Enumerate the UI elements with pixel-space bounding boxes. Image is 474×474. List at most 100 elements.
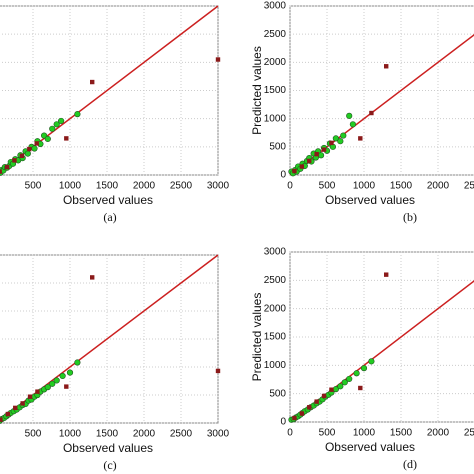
point — [369, 110, 374, 116]
x-tick-label: 2500 — [170, 429, 193, 440]
point — [321, 147, 327, 152]
x-tick-label: 1500 — [96, 429, 119, 440]
caption: (a) — [103, 210, 116, 224]
point — [59, 372, 66, 380]
point — [384, 272, 389, 277]
x-tick-label: 1000 — [353, 181, 376, 192]
point — [27, 146, 32, 152]
point — [215, 368, 221, 374]
x-tick-label: 0 — [287, 181, 293, 192]
point — [90, 275, 95, 280]
point — [321, 393, 327, 399]
point — [27, 394, 33, 399]
point — [20, 401, 25, 406]
point — [384, 64, 389, 69]
diagonal — [289, 33, 474, 176]
x-tick-label: 2000 — [133, 429, 156, 440]
x-tick-label: 1000 — [59, 429, 82, 440]
x-tick-label: 500 — [25, 429, 42, 440]
x-tick-label: 2000 — [133, 181, 156, 192]
x-tick-label: 2500 — [170, 181, 193, 192]
point — [341, 379, 348, 386]
point — [329, 140, 334, 146]
point — [64, 136, 69, 141]
point — [58, 117, 65, 125]
point — [368, 358, 375, 365]
x-tick-label: 1500 — [390, 181, 413, 192]
x-tick-label: 1000 — [59, 181, 82, 192]
point — [314, 399, 319, 404]
x-tick-label: 1500 — [390, 428, 413, 439]
point — [346, 375, 353, 383]
y-tick-label: 500 — [269, 141, 286, 152]
x-tick-label: 0 — [287, 428, 293, 439]
point — [49, 125, 56, 132]
point — [66, 369, 74, 376]
x-tick-label: 2500 — [464, 428, 474, 439]
y-tick-label: 500 — [269, 388, 286, 399]
point — [44, 135, 51, 143]
point — [0, 169, 2, 174]
y-tick-label: 0 — [280, 170, 286, 181]
point — [337, 138, 344, 145]
y-axis-label: Predicted values — [250, 293, 264, 382]
point — [13, 405, 18, 411]
point — [292, 415, 297, 421]
y-tick-label: 0 — [280, 417, 286, 428]
point — [358, 136, 363, 141]
point — [340, 132, 347, 139]
point — [299, 164, 305, 169]
y-tick-label: 2500 — [264, 29, 287, 40]
point — [31, 145, 38, 152]
y-tick-label: 3000 — [264, 247, 287, 258]
point — [24, 150, 31, 157]
y-tick-label: 2000 — [264, 303, 287, 314]
point — [49, 380, 56, 387]
point — [19, 153, 25, 159]
point — [349, 121, 357, 128]
y-axis-label: Predicted values — [250, 46, 264, 135]
point — [360, 365, 368, 372]
point — [12, 158, 17, 163]
x-tick-label: 2000 — [427, 428, 450, 439]
x-axis-label: Observed values — [325, 193, 415, 207]
x-axis-label: Observed values — [63, 193, 153, 207]
point — [353, 370, 360, 377]
x-tick-label: 2500 — [464, 181, 474, 192]
point — [90, 79, 95, 85]
x-tick-label: 3000 — [207, 181, 230, 192]
point — [35, 389, 40, 394]
x-tick-label: 3000 — [207, 429, 230, 440]
point — [34, 141, 39, 146]
caption: (d) — [403, 457, 417, 471]
y-tick-label: 1000 — [264, 113, 287, 124]
point — [0, 417, 3, 422]
y-tick-label: 1500 — [264, 332, 287, 343]
x-tick-label: 500 — [319, 181, 336, 192]
point — [307, 405, 312, 410]
point — [5, 411, 11, 417]
point — [215, 57, 221, 62]
point — [337, 383, 344, 390]
caption: (b) — [403, 210, 417, 224]
point — [74, 111, 81, 118]
y-tick-label: 1500 — [264, 85, 287, 96]
point — [53, 377, 60, 384]
point — [329, 387, 334, 392]
point — [332, 135, 339, 142]
caption: (c) — [103, 458, 116, 472]
point — [44, 384, 51, 391]
x-tick-label: 500 — [25, 181, 42, 192]
y-tick-label: 1000 — [264, 360, 287, 371]
x-tick-label: 2000 — [427, 181, 450, 192]
point — [53, 121, 60, 128]
x-axis-label: Observed values — [325, 440, 415, 454]
x-tick-label: 500 — [319, 428, 336, 439]
point — [74, 359, 81, 366]
y-tick-label: 2000 — [264, 57, 287, 68]
point — [292, 168, 297, 174]
point — [4, 164, 10, 170]
x-axis-label: Observed values — [63, 441, 153, 455]
point — [346, 112, 353, 119]
